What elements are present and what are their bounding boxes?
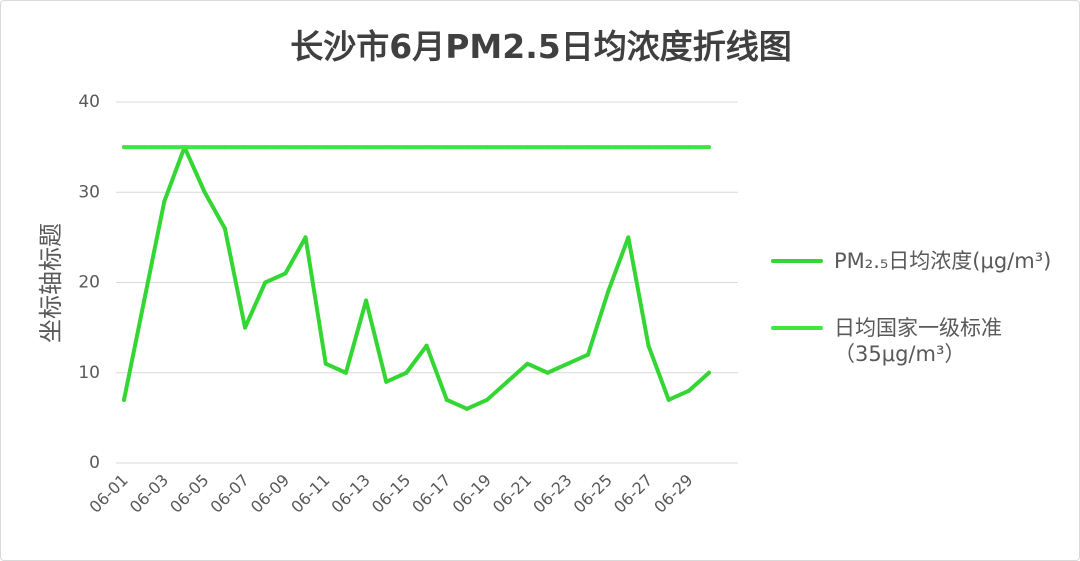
data-point [646,145,651,150]
x-tick-label: 06-19 [449,470,495,516]
data-point [464,406,469,411]
data-point [565,361,570,366]
data-point [222,226,227,231]
y-tick-label: 10 [78,363,100,383]
y-tick-label: 20 [78,273,100,293]
x-tick-label: 06-29 [650,470,696,516]
series-line [122,145,711,411]
data-point [343,145,348,150]
data-point [222,145,227,150]
y-axis-tick-labels: 0 10 20 30 40 [78,92,100,473]
data-point [485,397,490,402]
x-tick-label: 06-21 [489,470,535,516]
x-tick-label: 06-27 [610,470,656,516]
data-point [525,145,530,150]
data-point [142,298,147,303]
data-point [545,370,550,375]
data-point [707,370,711,375]
legend-swatch-pm25 [771,259,823,263]
gridlines [116,101,738,464]
data-point [263,280,268,285]
data-point [243,145,248,150]
chart-title: 长沙市6月PM2.5日均浓度折线图 [290,27,791,66]
data-point [202,145,207,150]
y-axis-title: 坐标轴标题 [37,223,65,343]
data-point [485,145,490,150]
x-tick-label: 06-13 [328,470,374,516]
x-tick-label: 06-05 [166,470,212,516]
y-tick-label: 40 [78,92,100,112]
data-point [122,145,126,150]
data-point [686,145,691,150]
data-point [162,199,167,204]
data-point [626,145,631,150]
data-point [303,145,308,150]
data-point [545,145,550,150]
x-tick-label: 06-11 [287,470,333,516]
x-tick-label: 06-23 [529,470,575,516]
data-point [364,298,369,303]
y-tick-label: 30 [78,182,100,202]
data-point [142,145,147,150]
data-point [424,145,429,150]
data-point [707,145,711,150]
legend-swatch-standard [771,326,823,330]
data-point [323,145,328,150]
data-point [424,343,429,348]
data-point [505,379,510,384]
data-point [686,388,691,393]
data-point [444,145,449,150]
series-pm25 [122,145,711,411]
data-point [182,145,187,150]
data-point [464,145,469,150]
x-tick-label: 06-07 [207,470,253,516]
series-standard [122,145,711,150]
y-tick-label: 0 [89,453,100,473]
data-point [283,145,288,150]
data-point [606,289,611,294]
data-point [384,379,389,384]
data-point [565,145,570,150]
data-point [585,145,590,150]
x-tick-label: 06-25 [570,470,616,516]
legend-label-standard: 日均国家一级标准 （35μg/m³） [834,316,1002,366]
x-tick-label: 06-15 [368,470,414,516]
data-point [525,361,530,366]
x-tick-label: 06-09 [247,470,293,516]
data-point [283,271,288,276]
data-point [404,370,409,375]
legend-item-pm25: PM₂.₅日均浓度(μg/m³) [771,248,1051,274]
data-point [384,145,389,150]
data-point [323,361,328,366]
data-point [444,397,449,402]
data-point [263,145,268,150]
x-axis-tick-labels: 06-0106-0306-0506-0706-0906-1106-1306-15… [86,470,697,516]
data-point [666,145,671,150]
data-point [666,397,671,402]
data-point [243,325,248,330]
data-point [122,397,126,402]
x-tick-label: 06-01 [86,470,132,516]
data-point [646,343,651,348]
data-point [202,190,207,195]
data-point [626,235,631,240]
x-tick-label: 06-03 [126,470,172,516]
data-point [303,235,308,240]
data-point [585,352,590,357]
x-tick-label: 06-17 [408,470,454,516]
data-point [162,145,167,150]
data-point [404,145,409,150]
data-point [343,370,348,375]
legend-item-standard: 日均国家一级标准 （35μg/m³） [771,315,1002,367]
data-point [505,145,510,150]
data-point [364,145,369,150]
legend-label-pm25: PM₂.₅日均浓度(μg/m³) [834,249,1052,273]
data-point [606,145,611,150]
